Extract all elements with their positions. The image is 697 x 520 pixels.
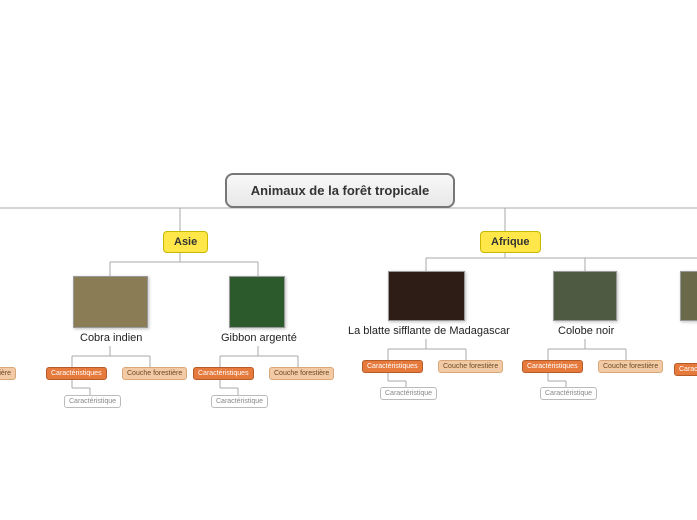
animal-label-colobe: Colobe noir	[558, 325, 614, 337]
couche-gibbon[interactable]: Couche forestière	[269, 367, 334, 380]
partial-right-image	[680, 271, 697, 321]
animal-image-colobe[interactable]	[553, 271, 617, 321]
couche-colobe[interactable]: Couche forestière	[598, 360, 663, 373]
continent-afrique[interactable]: Afrique	[480, 231, 541, 253]
animal-label-blatte: La blatte sifflante de Madagascar	[348, 325, 510, 337]
animal-label-gibbon: Gibbon argenté	[221, 332, 297, 344]
continent-label: Afrique	[491, 236, 530, 248]
animal-label-cobra: Cobra indien	[80, 332, 142, 344]
leaf-colobe[interactable]: Caractéristique	[540, 387, 597, 400]
animal-image-gibbon[interactable]	[229, 276, 285, 328]
carac-gibbon[interactable]: Caractéristiques	[193, 367, 254, 380]
partial-right-carac: Caract	[674, 363, 697, 376]
leaf-gibbon[interactable]: Caractéristique	[211, 395, 268, 408]
continent-asie[interactable]: Asie	[163, 231, 208, 253]
couche-cobra[interactable]: Couche forestière	[122, 367, 187, 380]
partial-left-couche: estière	[0, 367, 16, 380]
root-label: Animaux de la forêt tropicale	[251, 183, 429, 198]
animal-image-cobra[interactable]	[73, 276, 148, 328]
root-node[interactable]: Animaux de la forêt tropicale	[225, 173, 455, 208]
carac-cobra[interactable]: Caractéristiques	[46, 367, 107, 380]
couche-blatte[interactable]: Couche forestière	[438, 360, 503, 373]
carac-colobe[interactable]: Caractéristiques	[522, 360, 583, 373]
animal-image-blatte[interactable]	[388, 271, 465, 321]
leaf-blatte[interactable]: Caractéristique	[380, 387, 437, 400]
carac-blatte[interactable]: Caractéristiques	[362, 360, 423, 373]
connectors	[0, 0, 697, 520]
leaf-cobra[interactable]: Caractéristique	[64, 395, 121, 408]
continent-label: Asie	[174, 236, 197, 248]
